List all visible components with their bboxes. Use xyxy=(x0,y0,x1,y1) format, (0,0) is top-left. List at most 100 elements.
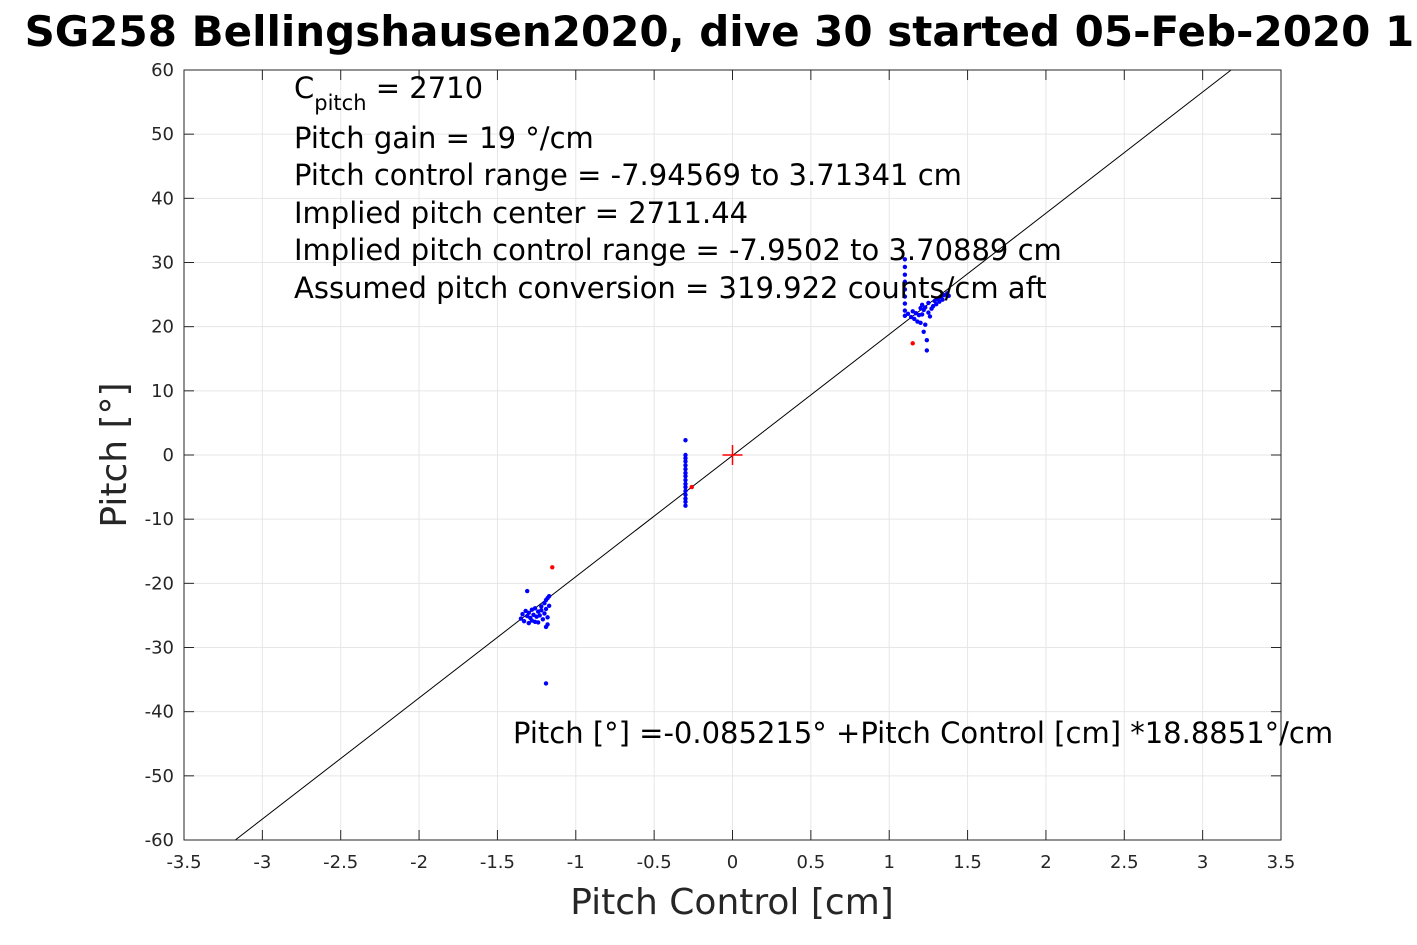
data-point xyxy=(546,603,552,608)
x-tick-label: -2 xyxy=(410,852,428,873)
x-tick-label: -3 xyxy=(253,852,271,873)
x-tick-label: 1.5 xyxy=(953,852,982,873)
y-tick-label: -10 xyxy=(145,509,174,530)
data-point xyxy=(520,611,525,617)
y-tick-label: -20 xyxy=(145,573,174,594)
data-points xyxy=(518,257,951,686)
y-tick-label: 30 xyxy=(151,253,174,274)
data-point xyxy=(535,620,541,625)
y-tick-label: 50 xyxy=(151,124,174,145)
data-point xyxy=(902,279,908,284)
y-tick-label: -50 xyxy=(145,766,174,787)
x-tick-label: 3 xyxy=(1197,852,1208,873)
plot-area[interactable] xyxy=(183,69,1282,841)
data-point xyxy=(543,681,549,686)
data-point xyxy=(518,616,524,621)
data-point xyxy=(902,257,908,262)
data-point xyxy=(526,610,531,616)
data-point xyxy=(905,311,911,317)
data-point xyxy=(539,604,544,609)
data-point xyxy=(543,624,549,630)
data-point xyxy=(940,297,945,302)
data-point xyxy=(683,477,688,483)
data-point xyxy=(546,593,552,599)
outlier-point xyxy=(689,484,694,490)
data-point xyxy=(683,438,688,443)
x-tick-label: -1.5 xyxy=(480,852,515,873)
y-axis-label: Pitch [°] xyxy=(94,382,135,527)
x-tick-labels: -3.5 -3 -2.5 -2 -1.5 -1 -0.5 0 0.5 1 1.5 2 2.5 3 3.5 xyxy=(166,852,1295,873)
x-tick-label: 3.5 xyxy=(1267,852,1296,873)
data-point xyxy=(946,293,951,299)
data-point xyxy=(683,499,688,505)
x-tick-label: -2.5 xyxy=(323,852,358,873)
data-point xyxy=(683,492,688,497)
annotation-line-pitch-control-range: Pitch control range = -7.94569 to 3.7134… xyxy=(294,158,962,192)
data-point xyxy=(526,620,531,626)
annotation-line-pitch-gain: Pitch gain = 19 °/cm xyxy=(294,121,594,155)
outlier-point xyxy=(550,565,555,570)
x-tick-label: -3.5 xyxy=(166,852,201,873)
data-point xyxy=(934,302,939,307)
chart-title: SG258 Bellingshausen2020, dive 30 starte… xyxy=(25,7,1417,56)
data-point xyxy=(902,308,908,313)
c-pitch-main: C xyxy=(294,71,314,105)
x-tick-label: 2 xyxy=(1040,852,1051,873)
fit-equation: Pitch [°] =-0.085215° +Pitch Control [cm… xyxy=(513,716,1333,750)
data-point xyxy=(683,470,688,476)
data-point xyxy=(923,322,928,327)
data-point xyxy=(902,264,908,270)
data-point xyxy=(545,615,550,620)
x-tick-label: 2.5 xyxy=(1110,852,1139,873)
annotation-line-c-pitch: Cpitch = 2710 xyxy=(294,71,483,115)
data-point xyxy=(923,305,928,310)
y-tick-labels: -60 -50 -40 -30 -20 -10 0 10 20 30 40 50 60 xyxy=(145,60,174,851)
data-point xyxy=(921,329,926,334)
data-point xyxy=(683,456,688,461)
center-marker-group xyxy=(722,445,743,465)
tick-marks xyxy=(183,69,1282,841)
data-point xyxy=(912,316,917,322)
c-pitch-subscript: pitch xyxy=(314,91,366,115)
data-point xyxy=(525,588,530,594)
annotation-block: Cpitch = 2710 Pitch gain = 19 °/cm Pitch… xyxy=(294,71,1062,305)
data-point xyxy=(902,301,908,306)
x-tick-label: 0.5 xyxy=(797,852,826,873)
data-point xyxy=(924,337,930,343)
data-point xyxy=(683,503,688,508)
y-tick-label: -40 xyxy=(145,702,174,723)
y-tick-label: 0 xyxy=(163,445,174,466)
x-tick-label: -1 xyxy=(567,852,585,873)
y-tick-label: 10 xyxy=(151,381,174,402)
data-point xyxy=(543,606,549,612)
data-point xyxy=(537,613,542,618)
y-tick-label: 20 xyxy=(151,317,174,338)
data-point xyxy=(683,473,688,479)
data-point xyxy=(532,606,538,611)
c-pitch-value: = 2710 xyxy=(367,71,484,105)
y-tick-label: -60 xyxy=(145,830,174,851)
data-point xyxy=(683,484,688,490)
annotation-line-implied-pitch-center: Implied pitch center = 2711.44 xyxy=(294,196,748,230)
data-point xyxy=(683,466,688,472)
data-point xyxy=(902,287,908,292)
y-tick-label: 60 xyxy=(151,60,174,81)
x-tick-label: 0 xyxy=(727,852,738,873)
x-axis-label: Pitch Control [cm] xyxy=(570,882,894,923)
data-point xyxy=(683,496,688,501)
data-point xyxy=(927,314,933,319)
data-point xyxy=(683,452,688,458)
data-point xyxy=(919,312,925,317)
annotation-line-implied-control-range: Implied pitch control range = -7.9502 to… xyxy=(294,233,1062,267)
data-point xyxy=(924,348,930,353)
data-point xyxy=(542,611,547,616)
data-point xyxy=(926,300,931,306)
x-tick-label: 1 xyxy=(883,852,894,873)
y-tick-label: 40 xyxy=(151,188,174,209)
data-point xyxy=(539,608,544,613)
y-tick-label: -30 xyxy=(145,638,174,659)
data-point xyxy=(918,320,923,326)
data-point xyxy=(521,618,527,624)
data-point xyxy=(902,272,908,277)
